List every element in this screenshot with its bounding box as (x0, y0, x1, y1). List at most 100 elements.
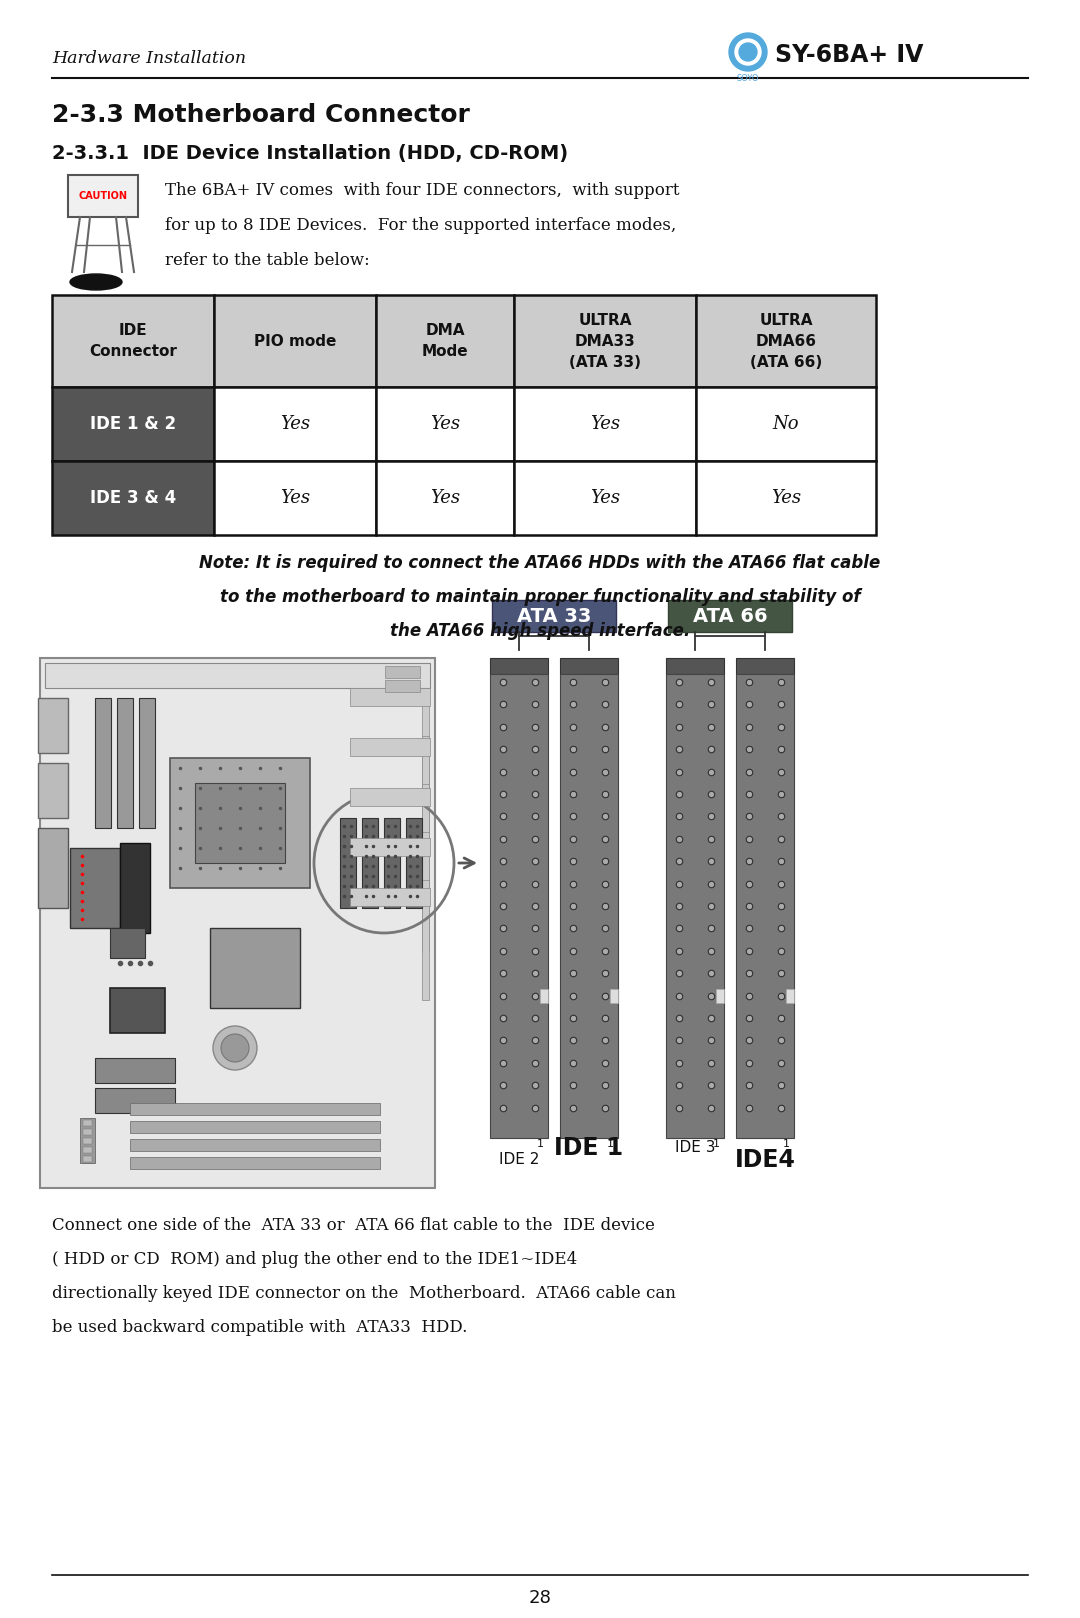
Text: IDE
Connector: IDE Connector (89, 324, 177, 359)
Text: IDE 3 & 4: IDE 3 & 4 (90, 489, 176, 506)
Bar (80, 1118, 95, 1163)
Text: IDE 3: IDE 3 (675, 1141, 715, 1155)
Text: be used backward compatible with  ATA33  HDD.: be used backward compatible with ATA33 H… (52, 1320, 468, 1336)
Bar (610, 989, 618, 1003)
Bar (561, 675, 618, 1137)
Text: 2-3.3.1  IDE Device Installation (HDD, CD-ROM): 2-3.3.1 IDE Device Installation (HDD, CD… (52, 144, 568, 162)
Bar (117, 697, 133, 828)
Text: directionally keyed IDE connector on the  Motherboard.  ATA66 cable can: directionally keyed IDE connector on the… (52, 1285, 676, 1302)
Text: for up to 8 IDE Devices.  For the supported interface modes,: for up to 8 IDE Devices. For the support… (165, 217, 676, 233)
Text: 1: 1 (607, 1139, 615, 1149)
Text: ATA 66: ATA 66 (692, 607, 767, 626)
Circle shape (221, 1034, 249, 1061)
Bar (384, 819, 400, 908)
Bar (422, 736, 429, 856)
Bar (40, 659, 435, 1188)
Text: 1: 1 (537, 1139, 544, 1149)
Bar (422, 880, 429, 1000)
Bar (492, 600, 616, 633)
Bar (384, 667, 420, 678)
Bar (130, 1103, 380, 1115)
Text: Yes: Yes (280, 489, 310, 506)
Bar (83, 1137, 92, 1144)
Bar (735, 675, 794, 1137)
Bar (376, 461, 514, 536)
Bar (669, 600, 792, 633)
Bar (52, 461, 214, 536)
Bar (95, 697, 111, 828)
Text: Yes: Yes (590, 414, 620, 434)
Text: the ATA66 high speed interface.: the ATA66 high speed interface. (390, 621, 690, 641)
Bar (490, 675, 548, 1137)
Bar (696, 387, 876, 461)
Text: IDE 1 & 2: IDE 1 & 2 (90, 414, 176, 434)
Bar (52, 294, 214, 387)
Bar (696, 461, 876, 536)
Bar (696, 294, 876, 387)
Text: to the motherboard to maintain proper functionality and stability of: to the motherboard to maintain proper fu… (219, 587, 861, 607)
Bar (716, 989, 724, 1003)
Text: Yes: Yes (430, 414, 460, 434)
Circle shape (729, 32, 767, 71)
Text: Yes: Yes (771, 489, 801, 506)
Text: SY-6BA+ IV: SY-6BA+ IV (775, 44, 923, 66)
Bar (666, 675, 724, 1137)
Bar (130, 1121, 380, 1133)
Bar (38, 828, 68, 908)
Text: ATA 33: ATA 33 (517, 607, 591, 626)
Bar (540, 989, 548, 1003)
Bar (340, 819, 356, 908)
Bar (95, 1058, 175, 1082)
Bar (110, 989, 165, 1032)
Bar (130, 1139, 380, 1150)
Bar (376, 387, 514, 461)
Bar (195, 783, 285, 862)
Bar (406, 819, 422, 908)
Bar (422, 785, 429, 904)
Text: Connect one side of the  ATA 33 or  ATA 66 flat cable to the  IDE device: Connect one side of the ATA 33 or ATA 66… (52, 1217, 654, 1235)
Bar (95, 1087, 175, 1113)
Text: Note: It is required to connect the ATA66 HDDs with the ATA66 flat cable: Note: It is required to connect the ATA6… (200, 553, 880, 573)
Bar (362, 819, 378, 908)
Bar (735, 659, 794, 675)
Bar (376, 294, 514, 387)
Text: DMA
Mode: DMA Mode (421, 324, 469, 359)
Bar (350, 738, 430, 756)
Bar (350, 788, 430, 806)
Bar (514, 294, 696, 387)
Bar (70, 848, 120, 929)
Text: Yes: Yes (430, 489, 460, 506)
Circle shape (735, 39, 761, 65)
Bar (83, 1147, 92, 1154)
Circle shape (213, 1026, 257, 1069)
Text: IDE 2: IDE 2 (499, 1152, 539, 1168)
Text: The 6BA+ IV comes  with four IDE connectors,  with support: The 6BA+ IV comes with four IDE connecto… (165, 181, 679, 199)
Bar (210, 929, 300, 1008)
Bar (52, 387, 214, 461)
Text: SOYO: SOYO (737, 73, 759, 83)
Text: ULTRA
DMA33
(ATA 33): ULTRA DMA33 (ATA 33) (569, 312, 642, 369)
Bar (83, 1129, 92, 1134)
Bar (786, 989, 794, 1003)
Text: PIO mode: PIO mode (254, 333, 336, 348)
Text: IDE 1: IDE 1 (554, 1136, 623, 1160)
Bar (214, 461, 376, 536)
Bar (514, 387, 696, 461)
Bar (514, 461, 696, 536)
Bar (666, 659, 724, 675)
Text: 1: 1 (713, 1139, 720, 1149)
Bar (422, 688, 429, 807)
Bar (384, 680, 420, 693)
Bar (38, 697, 68, 752)
Text: ULTRA
DMA66
(ATA 66): ULTRA DMA66 (ATA 66) (750, 312, 822, 369)
Bar (38, 764, 68, 819)
Bar (350, 688, 430, 705)
Bar (45, 663, 430, 688)
Text: 2-3.3 Motherboard Connector: 2-3.3 Motherboard Connector (52, 104, 470, 126)
Text: 1: 1 (783, 1139, 789, 1149)
Bar (139, 697, 156, 828)
Bar (214, 387, 376, 461)
Bar (350, 888, 430, 906)
Text: No: No (772, 414, 799, 434)
Circle shape (739, 44, 757, 61)
